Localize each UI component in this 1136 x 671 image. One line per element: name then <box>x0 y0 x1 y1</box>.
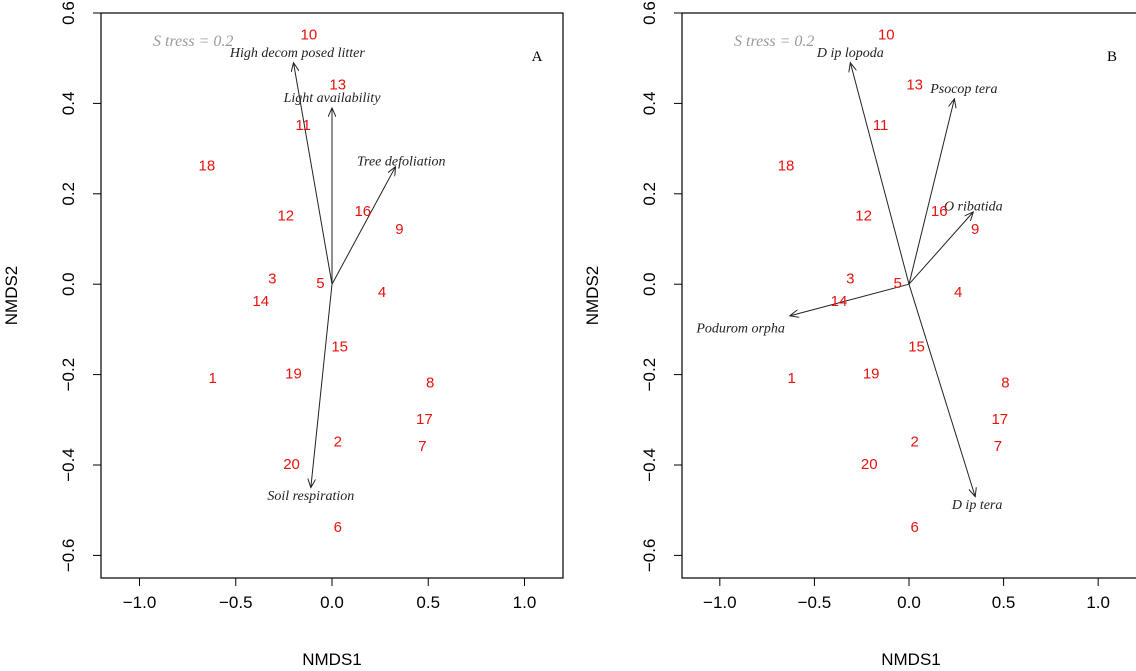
nmds-panel-b: −1.0 −0.5 0.0 0.5 1.0 −0.6 −0.4 −0.2 0.0 0.2 0.4 0.… <box>583 1 1136 669</box>
y-tick-label: −0.6 <box>59 539 78 573</box>
environmental-vector-arrow <box>908 99 954 285</box>
environmental-vector-arrow <box>908 212 973 285</box>
site-point-label: 9 <box>395 221 403 238</box>
y-tick-label: −0.4 <box>59 448 78 482</box>
site-point-label: 6 <box>334 519 342 536</box>
vector-label: High decom posed litter <box>229 46 365 61</box>
y-tick-label: 0.2 <box>59 182 78 206</box>
y-tick-label: −0.4 <box>640 448 659 482</box>
site-point-label: 2 <box>911 433 919 450</box>
y-tick-label: 0.4 <box>59 92 78 116</box>
environmental-vector-arrow <box>850 63 910 285</box>
site-point-label: 17 <box>416 411 433 428</box>
site-point-label: 18 <box>778 158 795 175</box>
site-point-label: 7 <box>994 438 1002 455</box>
site-point-label: 2 <box>334 433 342 450</box>
site-point-label: 20 <box>861 456 878 473</box>
site-point-label: 8 <box>1001 375 1009 392</box>
y-axis-title: NMDS2 <box>2 266 21 326</box>
y-tick-label: −0.2 <box>640 358 659 392</box>
site-point-label: 16 <box>354 203 371 220</box>
vector-label: Tree defoliation <box>357 154 446 169</box>
y-axis-title: NMDS2 <box>583 266 602 326</box>
site-point-label: 4 <box>954 284 962 301</box>
x-tick-label: 0.5 <box>416 593 440 612</box>
y-tick-label: 0.4 <box>640 92 659 116</box>
vector-label: D ip lopoda <box>816 46 884 61</box>
plot-frame <box>681 12 1136 579</box>
site-point-label: 10 <box>878 27 895 44</box>
site-point-label: 5 <box>893 275 901 292</box>
site-point-label: 14 <box>252 293 269 310</box>
vector-label: Light availability <box>283 91 382 106</box>
environmental-vector-arrow <box>294 63 333 285</box>
x-axis-title: NMDS1 <box>302 650 362 669</box>
stress-annotation: S tress = 0.2 <box>153 33 233 50</box>
x-tick-label: 0.0 <box>320 593 344 612</box>
x-tick-label: 0.5 <box>992 593 1016 612</box>
site-point-label: 15 <box>908 338 925 355</box>
environmental-vector-arrow <box>331 167 396 285</box>
x-axis-title: NMDS1 <box>881 650 941 669</box>
site-point-label: 12 <box>855 207 872 224</box>
site-point-label: 11 <box>295 117 311 134</box>
site-point-label: 12 <box>277 207 294 224</box>
site-point-label: 6 <box>911 519 919 536</box>
x-tick-label: −1.0 <box>123 593 157 612</box>
site-point-label: 7 <box>418 438 426 455</box>
y-tick-label: 0.0 <box>640 272 659 296</box>
environmental-vector-arrow <box>790 283 910 316</box>
panel-letter: A <box>532 49 543 65</box>
vector-label: Psocop tera <box>929 82 997 97</box>
environmental-vector-arrow <box>311 284 333 487</box>
site-point-label: 8 <box>426 375 434 392</box>
site-point-label: 17 <box>991 411 1008 428</box>
site-point-label: 16 <box>931 203 948 220</box>
vector-label: Podurom orpha <box>695 322 785 337</box>
site-point-label: 4 <box>378 284 386 301</box>
site-point-label: 20 <box>283 456 300 473</box>
site-point-label: 1 <box>208 370 216 387</box>
site-point-label: 14 <box>831 293 848 310</box>
x-tick-label: −0.5 <box>219 593 253 612</box>
site-point-label: 9 <box>971 221 979 238</box>
site-point-label: 19 <box>285 366 302 383</box>
x-tick-label: −0.5 <box>798 593 832 612</box>
nmds-panel-a: −1.0 −0.5 0.0 0.5 1.0 −0.6 −0.4 −0.2 0.0 0.2 0.4 0.… <box>2 1 564 669</box>
site-point-label: 15 <box>331 338 348 355</box>
vector-label: O ribatida <box>944 200 1003 215</box>
stress-annotation: S tress = 0.2 <box>734 33 814 50</box>
x-tick-label: 0.0 <box>897 593 921 612</box>
site-point-label: 18 <box>199 158 216 175</box>
site-point-label: 10 <box>301 27 318 44</box>
y-tick-label: −0.6 <box>640 539 659 573</box>
vector-label: Soil respiration <box>267 489 354 504</box>
site-point-label: 13 <box>906 76 923 93</box>
site-point-label: 5 <box>316 275 324 292</box>
y-tick-label: 0.0 <box>59 272 78 296</box>
environmental-vector-arrow <box>908 284 975 496</box>
site-point-label: 1 <box>788 370 796 387</box>
site-point-label: 11 <box>873 117 889 134</box>
x-tick-label: 1.0 <box>1086 593 1110 612</box>
x-tick-label: 1.0 <box>513 593 537 612</box>
y-tick-label: 0.6 <box>640 1 659 25</box>
y-tick-label: −0.2 <box>59 358 78 392</box>
y-tick-label: 0.6 <box>59 1 78 25</box>
site-point-label: 3 <box>268 271 276 288</box>
panel-letter: B <box>1107 49 1117 65</box>
site-point-label: 3 <box>846 271 854 288</box>
site-point-label: 19 <box>863 366 880 383</box>
y-tick-label: 0.2 <box>640 182 659 206</box>
site-point-label: 13 <box>329 76 346 93</box>
x-tick-label: −1.0 <box>703 593 737 612</box>
vector-label: D ip tera <box>951 498 1003 513</box>
